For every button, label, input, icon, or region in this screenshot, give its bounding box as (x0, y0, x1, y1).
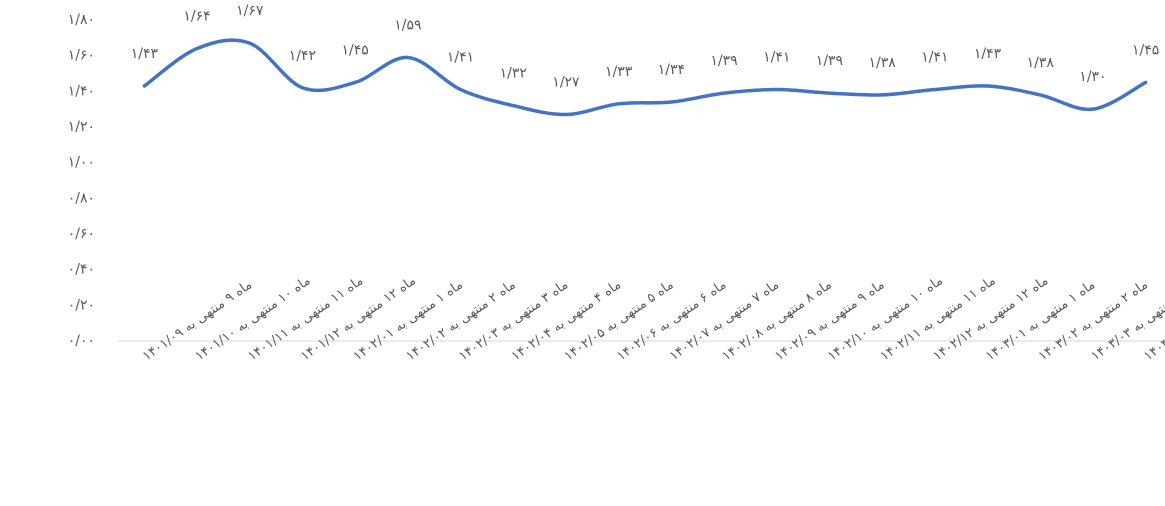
y-tick-label: ۰/۲۰ (68, 297, 95, 313)
data-label: ۱/۲۷ (552, 75, 580, 91)
data-label: ۱/۴۱ (763, 50, 790, 66)
data-label: ۱/۴۵ (342, 42, 369, 58)
data-label: ۱/۴۱ (447, 50, 474, 66)
data-label: ۱/۶۴ (183, 9, 210, 25)
data-label: ۱/۳۹ (710, 53, 737, 69)
data-label: ۱/۳۳ (605, 64, 633, 80)
data-label: ۱/۶۷ (236, 3, 264, 19)
data-label: ۱/۳۹ (816, 53, 843, 69)
data-label: ۱/۵۹ (394, 17, 421, 33)
data-label: ۱/۴۳ (974, 46, 1002, 62)
data-label: ۱/۳۸ (869, 55, 897, 71)
y-tick-label: ۱/۸۰ (68, 12, 95, 28)
data-label: ۱/۳۲ (500, 66, 527, 82)
y-tick-label: ۱/۴۰ (68, 83, 95, 99)
line (142, 38, 1148, 117)
y-tick-label: ۱/۶۰ (68, 48, 95, 64)
y-tick-label: ۰/۸۰ (68, 190, 95, 206)
y-tick-label: ۰/۶۰ (68, 226, 95, 242)
data-label: ۱/۳۸ (1027, 55, 1055, 71)
data-label: ۱/۴۲ (289, 48, 316, 64)
y-tick-label: ۱/۰۰ (68, 155, 95, 171)
data-label: ۱/۴۳ (131, 46, 159, 62)
data-label: ۱/۴۱ (921, 50, 948, 66)
y-tick-label: ۰/۰۰ (68, 333, 95, 349)
y-tick-label: ۰/۴۰ (68, 262, 95, 278)
data-label: ۱/۳۴ (658, 62, 685, 78)
y-tick-label: ۱/۲۰ (68, 119, 95, 135)
data-label: ۱/۳۰ (1079, 69, 1106, 85)
data-label: ۱/۴۵ (1132, 42, 1159, 58)
